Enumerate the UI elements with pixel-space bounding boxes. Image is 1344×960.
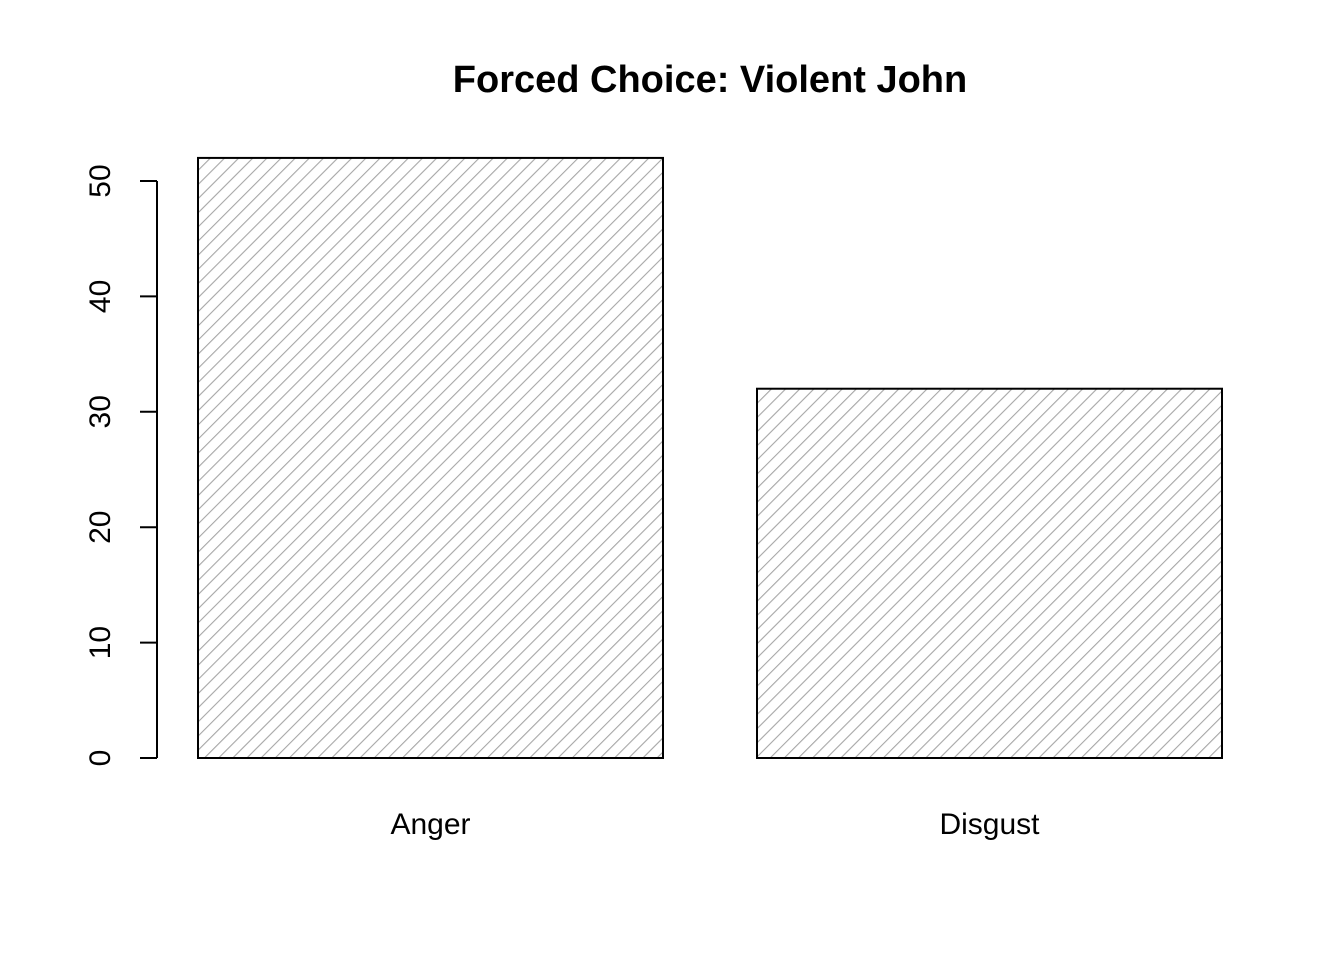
bars-layer	[197, 156, 1223, 760]
chart-title: Forced Choice: Violent John	[453, 59, 967, 101]
bar-anger	[197, 156, 664, 760]
bar-disgust	[756, 387, 1223, 759]
x-tick-label: Anger	[390, 808, 470, 841]
y-axis: 0 10 20 30 40 50	[84, 164, 158, 767]
y-tick-label: 50	[84, 164, 117, 197]
y-tick-label: 40	[84, 280, 117, 313]
y-tick-label: 30	[84, 395, 117, 428]
x-axis-labels: Anger Disgust	[390, 808, 1040, 841]
y-tick-label: 0	[84, 750, 117, 767]
y-tick-label: 20	[84, 511, 117, 544]
x-tick-label: Disgust	[939, 808, 1040, 841]
y-tick-label: 10	[84, 626, 117, 659]
